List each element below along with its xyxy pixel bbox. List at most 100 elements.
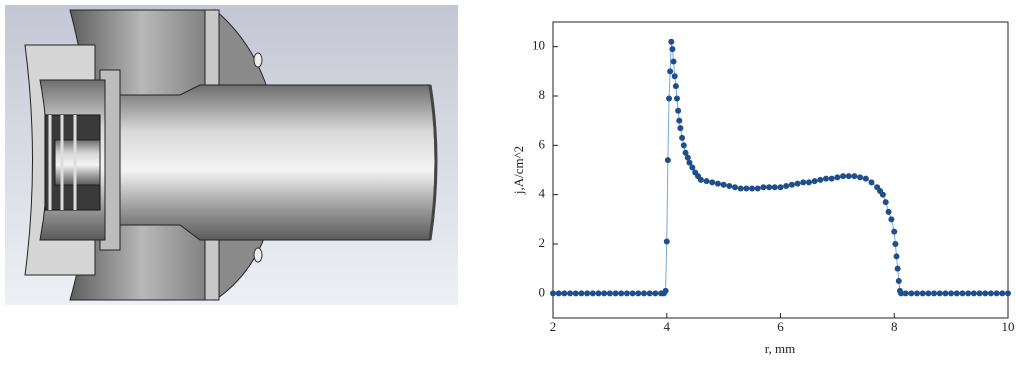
data-point — [885, 208, 892, 215]
x-tick-label: 8 — [891, 319, 898, 334]
data-point — [857, 174, 864, 181]
data-point — [635, 290, 642, 297]
data-point — [677, 125, 684, 132]
data-point — [805, 179, 812, 186]
data-point — [667, 68, 674, 75]
data-point — [1005, 290, 1011, 297]
x-tick-label: 4 — [664, 319, 671, 334]
data-point — [584, 290, 591, 297]
data-point — [676, 117, 683, 124]
data-point — [771, 184, 778, 191]
data-point — [567, 290, 574, 297]
data-point — [749, 185, 756, 192]
data-point — [942, 290, 949, 297]
data-point — [732, 184, 738, 191]
data-point — [686, 159, 693, 166]
x-tick-label: 10 — [1002, 319, 1015, 334]
data-point — [800, 179, 807, 186]
data-point — [777, 184, 784, 191]
data-point — [965, 290, 972, 297]
data-point — [845, 173, 852, 180]
data-point — [862, 175, 869, 182]
data-point — [601, 290, 608, 297]
data-point — [671, 73, 678, 80]
data-point — [931, 290, 938, 297]
data-point — [680, 142, 687, 149]
data-point — [743, 185, 750, 192]
data-point — [823, 175, 829, 182]
data-point — [720, 181, 727, 188]
data-point — [925, 290, 932, 297]
x-axis-label: r, mm — [765, 341, 796, 356]
data-point — [788, 181, 795, 188]
data-point — [629, 290, 636, 297]
data-point — [550, 290, 556, 297]
data-point — [589, 290, 596, 297]
data-point — [936, 290, 943, 297]
data-point — [828, 175, 835, 182]
data-point — [668, 38, 675, 45]
plot-frame — [552, 21, 1009, 319]
data-point — [908, 290, 915, 297]
data-point — [646, 290, 653, 297]
data-point — [673, 95, 680, 102]
data-point — [697, 176, 704, 183]
data-point — [664, 157, 671, 164]
data-line — [553, 41, 1008, 294]
y-tick-label: 10 — [532, 38, 545, 53]
x-tick-label: 6 — [777, 319, 784, 334]
y-axis-label: j,A/cm^2 — [511, 146, 526, 195]
data-point — [766, 184, 773, 191]
data-point — [970, 290, 977, 297]
data-point — [919, 290, 926, 297]
data-point — [689, 164, 696, 171]
data-point — [868, 179, 875, 186]
y-tick-label: 0 — [539, 284, 546, 299]
data-point — [953, 290, 960, 297]
x-tick-label: 2 — [550, 319, 557, 334]
data-point — [662, 287, 669, 294]
data-point — [726, 183, 733, 190]
y-tick-label: 6 — [539, 136, 546, 151]
data-point — [817, 176, 824, 183]
cad-rendering — [5, 5, 458, 305]
y-tick-label: 4 — [539, 186, 546, 201]
data-point — [895, 278, 902, 284]
data-point — [714, 180, 721, 187]
data-point — [993, 290, 1000, 297]
data-point — [666, 95, 673, 102]
data-point — [684, 154, 691, 161]
data-point — [672, 83, 679, 90]
data-point — [754, 185, 761, 192]
data-point — [612, 290, 619, 297]
data-point — [888, 216, 895, 223]
data-point — [976, 290, 983, 297]
y-tick-label: 2 — [539, 235, 546, 250]
y-tick-label: 8 — [539, 87, 546, 102]
data-point — [948, 290, 955, 297]
data-point — [670, 58, 677, 65]
data-point — [703, 178, 710, 185]
data-point — [679, 134, 686, 141]
data-point — [999, 290, 1006, 297]
data-point — [606, 290, 613, 297]
data-point — [851, 173, 858, 180]
data-point — [737, 185, 744, 192]
data-point — [982, 290, 989, 297]
data-point — [652, 290, 659, 297]
data-point — [555, 290, 562, 297]
data-point — [760, 184, 767, 191]
data-point — [641, 290, 647, 297]
data-point — [669, 46, 676, 53]
data-point — [572, 290, 579, 297]
data-point — [811, 178, 818, 185]
data-point — [840, 173, 847, 180]
data-point — [902, 290, 909, 297]
data-point — [663, 238, 670, 245]
data-point — [882, 199, 889, 206]
data-point — [709, 179, 716, 186]
data-point — [898, 290, 905, 297]
data-point — [834, 174, 841, 181]
data-point — [675, 107, 682, 114]
data-point — [578, 290, 585, 297]
